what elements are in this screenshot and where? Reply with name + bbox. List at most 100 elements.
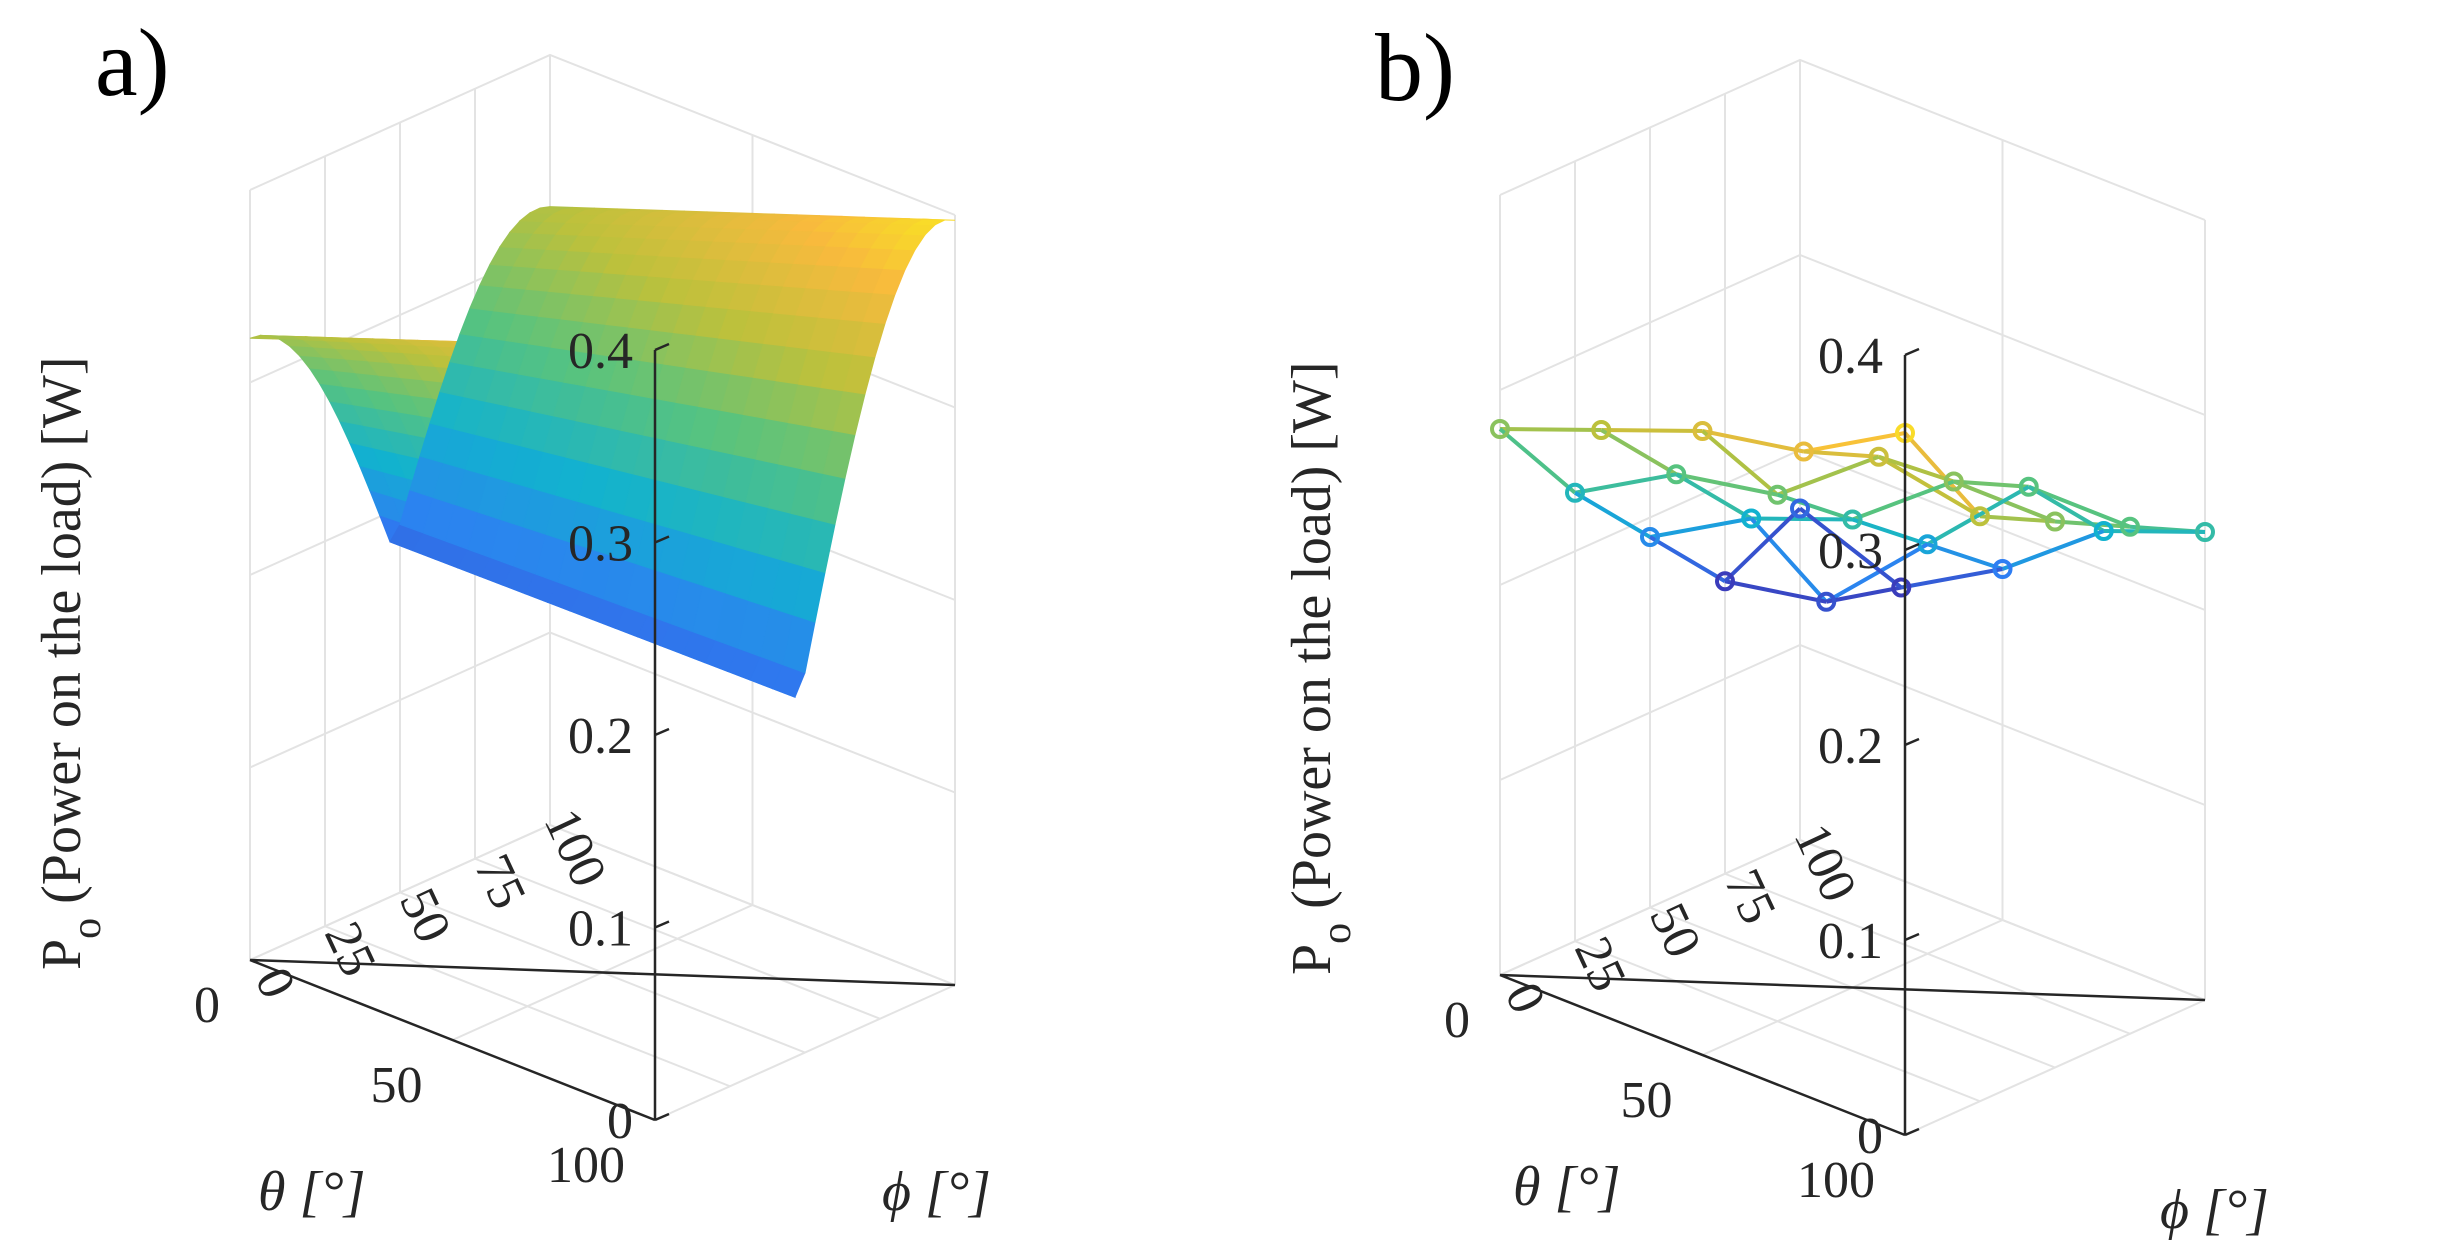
- mesh-edge: [1825, 585, 1902, 604]
- panel-label-a: a): [95, 9, 170, 116]
- data-point: [2195, 522, 2215, 542]
- data-point: [1816, 591, 1837, 612]
- y-axis-label-a: ϕ [°]: [882, 1161, 991, 1223]
- panel-label-b: b): [1375, 14, 1455, 121]
- axes-a: [249, 342, 956, 1122]
- z-tick-label: 0.3: [1818, 523, 1883, 580]
- data-point: [1715, 571, 1735, 592]
- data-point: [1741, 508, 1762, 529]
- mesh-edge: [1877, 455, 1982, 518]
- z-tick-label: 0.4: [1818, 328, 1883, 385]
- x-axis-label-a: θ [°]: [258, 1161, 366, 1223]
- data-point: [1970, 506, 1990, 527]
- mesh-edge: [1851, 517, 1929, 547]
- mesh-edge: [1851, 479, 1955, 522]
- mesh-edge: [1926, 485, 2030, 546]
- gridline: [324, 925, 731, 1088]
- mesh-edge: [1803, 449, 1879, 459]
- z-axis-label-b: Po(Power on the load) [W]: [1281, 361, 1360, 975]
- data-point: [1565, 482, 1585, 503]
- data-point: [1640, 527, 1660, 547]
- theta-tick-label: 50: [371, 1057, 423, 1114]
- gridline: [1724, 872, 2131, 1035]
- z-tick: [654, 920, 670, 929]
- data-point: [1591, 420, 1612, 440]
- mesh-edge: [1776, 492, 1854, 522]
- data-point: [2120, 516, 2140, 537]
- theta-axis: [249, 958, 656, 1122]
- z-tick: [1904, 347, 1920, 357]
- mesh-edge: [1900, 567, 2003, 590]
- mesh-edge: [1751, 516, 1853, 522]
- z-tick-label: 0.2: [568, 708, 633, 765]
- z-tick: [654, 727, 670, 737]
- z-tick: [654, 535, 670, 544]
- z-tick: [654, 342, 670, 352]
- mesh-edge: [1749, 517, 1828, 604]
- phi-axis: [249, 958, 956, 987]
- mesh-edge: [1724, 579, 1827, 604]
- data-point: [1790, 498, 1810, 519]
- mesh-edge: [1498, 427, 1577, 495]
- mesh-edge: [1798, 506, 1903, 590]
- z-tick: [1904, 932, 1920, 942]
- mesh-edge: [2001, 529, 2105, 571]
- z-tick-label: 0: [1857, 1108, 1883, 1165]
- mesh-edge: [1903, 431, 1982, 518]
- gridline: [549, 824, 956, 986]
- z-tick: [654, 1112, 670, 1122]
- data-point: [1767, 484, 1788, 505]
- mesh-edge: [1574, 472, 1677, 495]
- mesh-edge: [1776, 454, 1880, 497]
- theta-tick-label: 100: [1797, 1152, 1875, 1209]
- data-point: [1868, 446, 1889, 467]
- data-point: [1692, 421, 1713, 441]
- z-tick: [1904, 542, 1920, 552]
- mesh-edge: [1675, 472, 1778, 497]
- y-axis-label-b: ϕ [°]: [2160, 1179, 2269, 1241]
- gridline: [474, 857, 881, 1020]
- mesh-edge: [2027, 485, 2105, 533]
- data-point: [1992, 559, 2013, 579]
- z-axis-label-a: Po(Power on the load) [W]: [31, 356, 110, 970]
- phi-tick-label: 0: [244, 959, 307, 1007]
- data-point: [1490, 419, 1510, 439]
- z-tick: [1904, 1127, 1920, 1137]
- gridline: [249, 53, 956, 216]
- theta-axis: [1499, 973, 1906, 1137]
- data-point: [1917, 534, 1938, 555]
- theta-tick-label: 50: [1621, 1072, 1673, 1129]
- z-tick-label: 0.1: [1818, 913, 1883, 970]
- data-point: [1891, 577, 1912, 598]
- mesh-edge: [1878, 454, 1955, 484]
- mesh-edge: [2103, 529, 2206, 534]
- mesh-edge: [1675, 472, 1753, 521]
- mesh-edge: [1499, 427, 1602, 432]
- mesh-edge: [2028, 484, 2131, 529]
- gridline: [1499, 58, 2206, 221]
- mesh-edge: [1825, 542, 1929, 604]
- z-tick-label: 0: [607, 1093, 633, 1150]
- phi-axis: [1499, 973, 2206, 1002]
- z-tick-label: 0.2: [1818, 718, 1883, 775]
- data-point: [1793, 441, 1814, 462]
- mesh-edge: [1600, 428, 1678, 476]
- phi-tick-label: 0: [1494, 974, 1557, 1022]
- gridline: [1799, 839, 2206, 1001]
- mesh-edge: [1701, 429, 1779, 497]
- z-tick-label: 0.1: [568, 901, 633, 958]
- x-axis-label-b: θ [°]: [1513, 1156, 1621, 1218]
- mesh-b: [1490, 419, 2215, 612]
- theta-tick-label: 0: [194, 977, 220, 1034]
- phi-tick-label: 100: [533, 801, 618, 896]
- theta-tick-label: 100: [547, 1137, 625, 1194]
- mesh-edge: [1979, 514, 2056, 524]
- mesh-edge: [1601, 428, 1703, 433]
- mesh-edge: [1723, 507, 1802, 583]
- mesh-edge: [1953, 479, 2029, 489]
- phi-tick-label: 100: [1783, 816, 1868, 911]
